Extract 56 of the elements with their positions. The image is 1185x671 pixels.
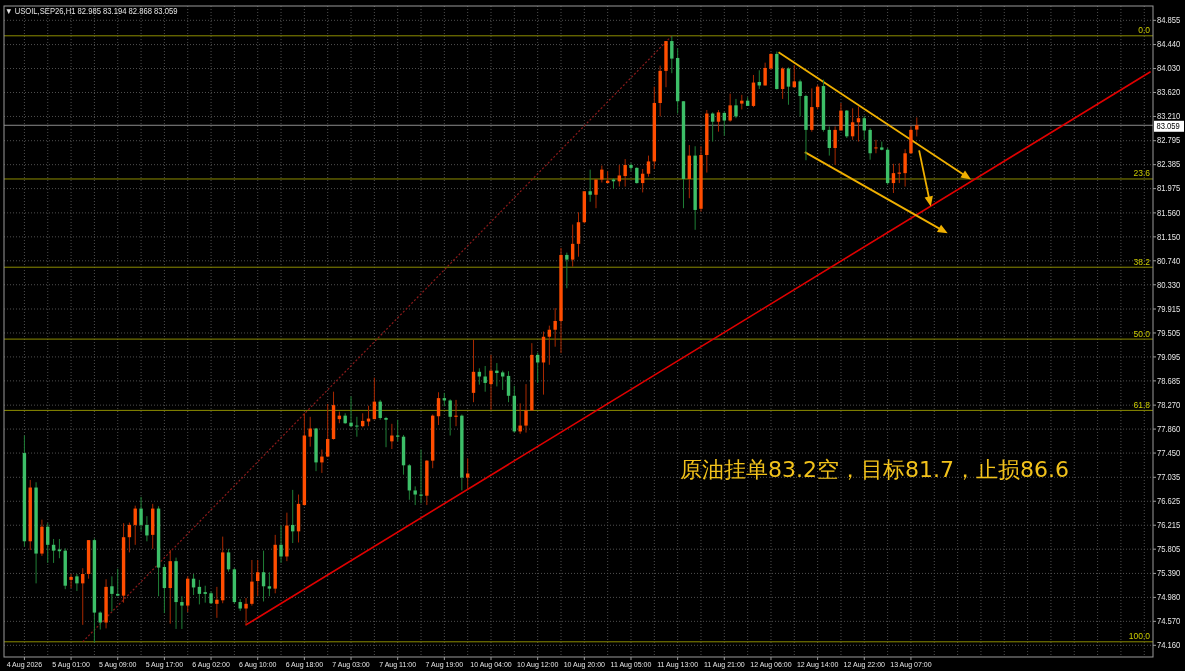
title: ▼ USOIL,SEP26,H1 82.985 83.194 82.868 83.059 xyxy=(5,6,178,17)
y-tick-label: 79.505 xyxy=(1157,328,1181,338)
y-tick-label: 84.440 xyxy=(1157,40,1181,50)
x-tick-label: 6 Aug 18:00 xyxy=(285,659,324,670)
x-tick-label: 10 Aug 04:00 xyxy=(470,659,512,670)
y-tick-label: 74.570 xyxy=(1157,616,1181,627)
x-tick-label: 10 Aug 12:00 xyxy=(516,659,559,670)
y-tick-label: 81.975 xyxy=(1157,184,1181,194)
y-tick-label: 81.150 xyxy=(1157,232,1181,242)
x-tick-label: 7 Aug 19:00 xyxy=(425,659,464,670)
x-tick-label: 6 Aug 02:00 xyxy=(192,659,230,670)
x-tick-label: 10 Aug 20:00 xyxy=(563,659,606,670)
annotation: 61.8 xyxy=(1133,399,1150,410)
x-tick-label: 6 Aug 10:00 xyxy=(238,659,277,670)
y-tick-label: 81.560 xyxy=(1157,208,1181,218)
x-tick-label: 5 Aug 01:00 xyxy=(52,659,90,670)
y-tick-label: 75.390 xyxy=(1157,568,1181,579)
y-tick-label: 75.805 xyxy=(1157,544,1181,555)
annotation: 38.2 xyxy=(1133,256,1150,267)
y-tick-label: 77.860 xyxy=(1157,424,1181,434)
annotation: 原油挂单83.2空，目标81.7，止损86.6 xyxy=(680,457,1069,482)
y-tick-label: 74.980 xyxy=(1157,592,1181,603)
y-tick-label: 76.215 xyxy=(1157,520,1181,531)
y-tick-label: 79.915 xyxy=(1157,304,1181,314)
annotation: 23.6 xyxy=(1133,168,1150,179)
y-tick-label: 78.685 xyxy=(1157,376,1181,386)
x-tick-label: 5 Aug 09:00 xyxy=(99,659,137,670)
y-tick-label: 74.160 xyxy=(1157,640,1181,651)
y-tick-label: 78.270 xyxy=(1157,400,1181,411)
x-tick-label: 11 Aug 13:00 xyxy=(657,659,699,670)
x-tick-label: 12 Aug 22:00 xyxy=(843,659,885,670)
x-tick-label: 13 Aug 07:00 xyxy=(890,659,932,670)
x-tick-label: 7 Aug 03:00 xyxy=(332,659,370,670)
y-tick-label: 77.035 xyxy=(1157,472,1181,483)
x-tick-label: 12 Aug 14:00 xyxy=(796,659,839,670)
price-label: 83.059 xyxy=(1154,120,1184,132)
annotation: 50.0 xyxy=(1133,328,1150,339)
x-tick-label: 7 Aug 11:00 xyxy=(379,659,417,670)
y-tick-label: 77.450 xyxy=(1157,448,1181,458)
y-tick-label: 83.210 xyxy=(1157,111,1181,122)
y-tick-label: 82.385 xyxy=(1157,160,1181,170)
x-tick-label: 12 Aug 06:00 xyxy=(750,659,792,670)
y-tick-label: 79.095 xyxy=(1157,352,1181,362)
y-tick-label: 83.620 xyxy=(1157,87,1181,98)
x-tick-label: 5 Aug 17:00 xyxy=(145,659,184,670)
x-tick-label: 4 Aug 2026 xyxy=(6,659,43,670)
y-tick-label: 76.625 xyxy=(1157,496,1181,507)
y-tick-label: 80.740 xyxy=(1157,256,1181,266)
y-tick-label: 80.330 xyxy=(1157,280,1181,290)
y-tick-label: 84.855 xyxy=(1157,15,1181,26)
y-tick-label: 84.030 xyxy=(1157,63,1181,74)
y-tick-label: 82.795 xyxy=(1157,136,1181,146)
x-tick-label: 11 Aug 05:00 xyxy=(610,659,652,670)
x-tick-label: 11 Aug 21:00 xyxy=(703,659,745,670)
annotation: 100.0 xyxy=(1128,631,1150,642)
annotation: 0.0 xyxy=(1138,25,1150,36)
